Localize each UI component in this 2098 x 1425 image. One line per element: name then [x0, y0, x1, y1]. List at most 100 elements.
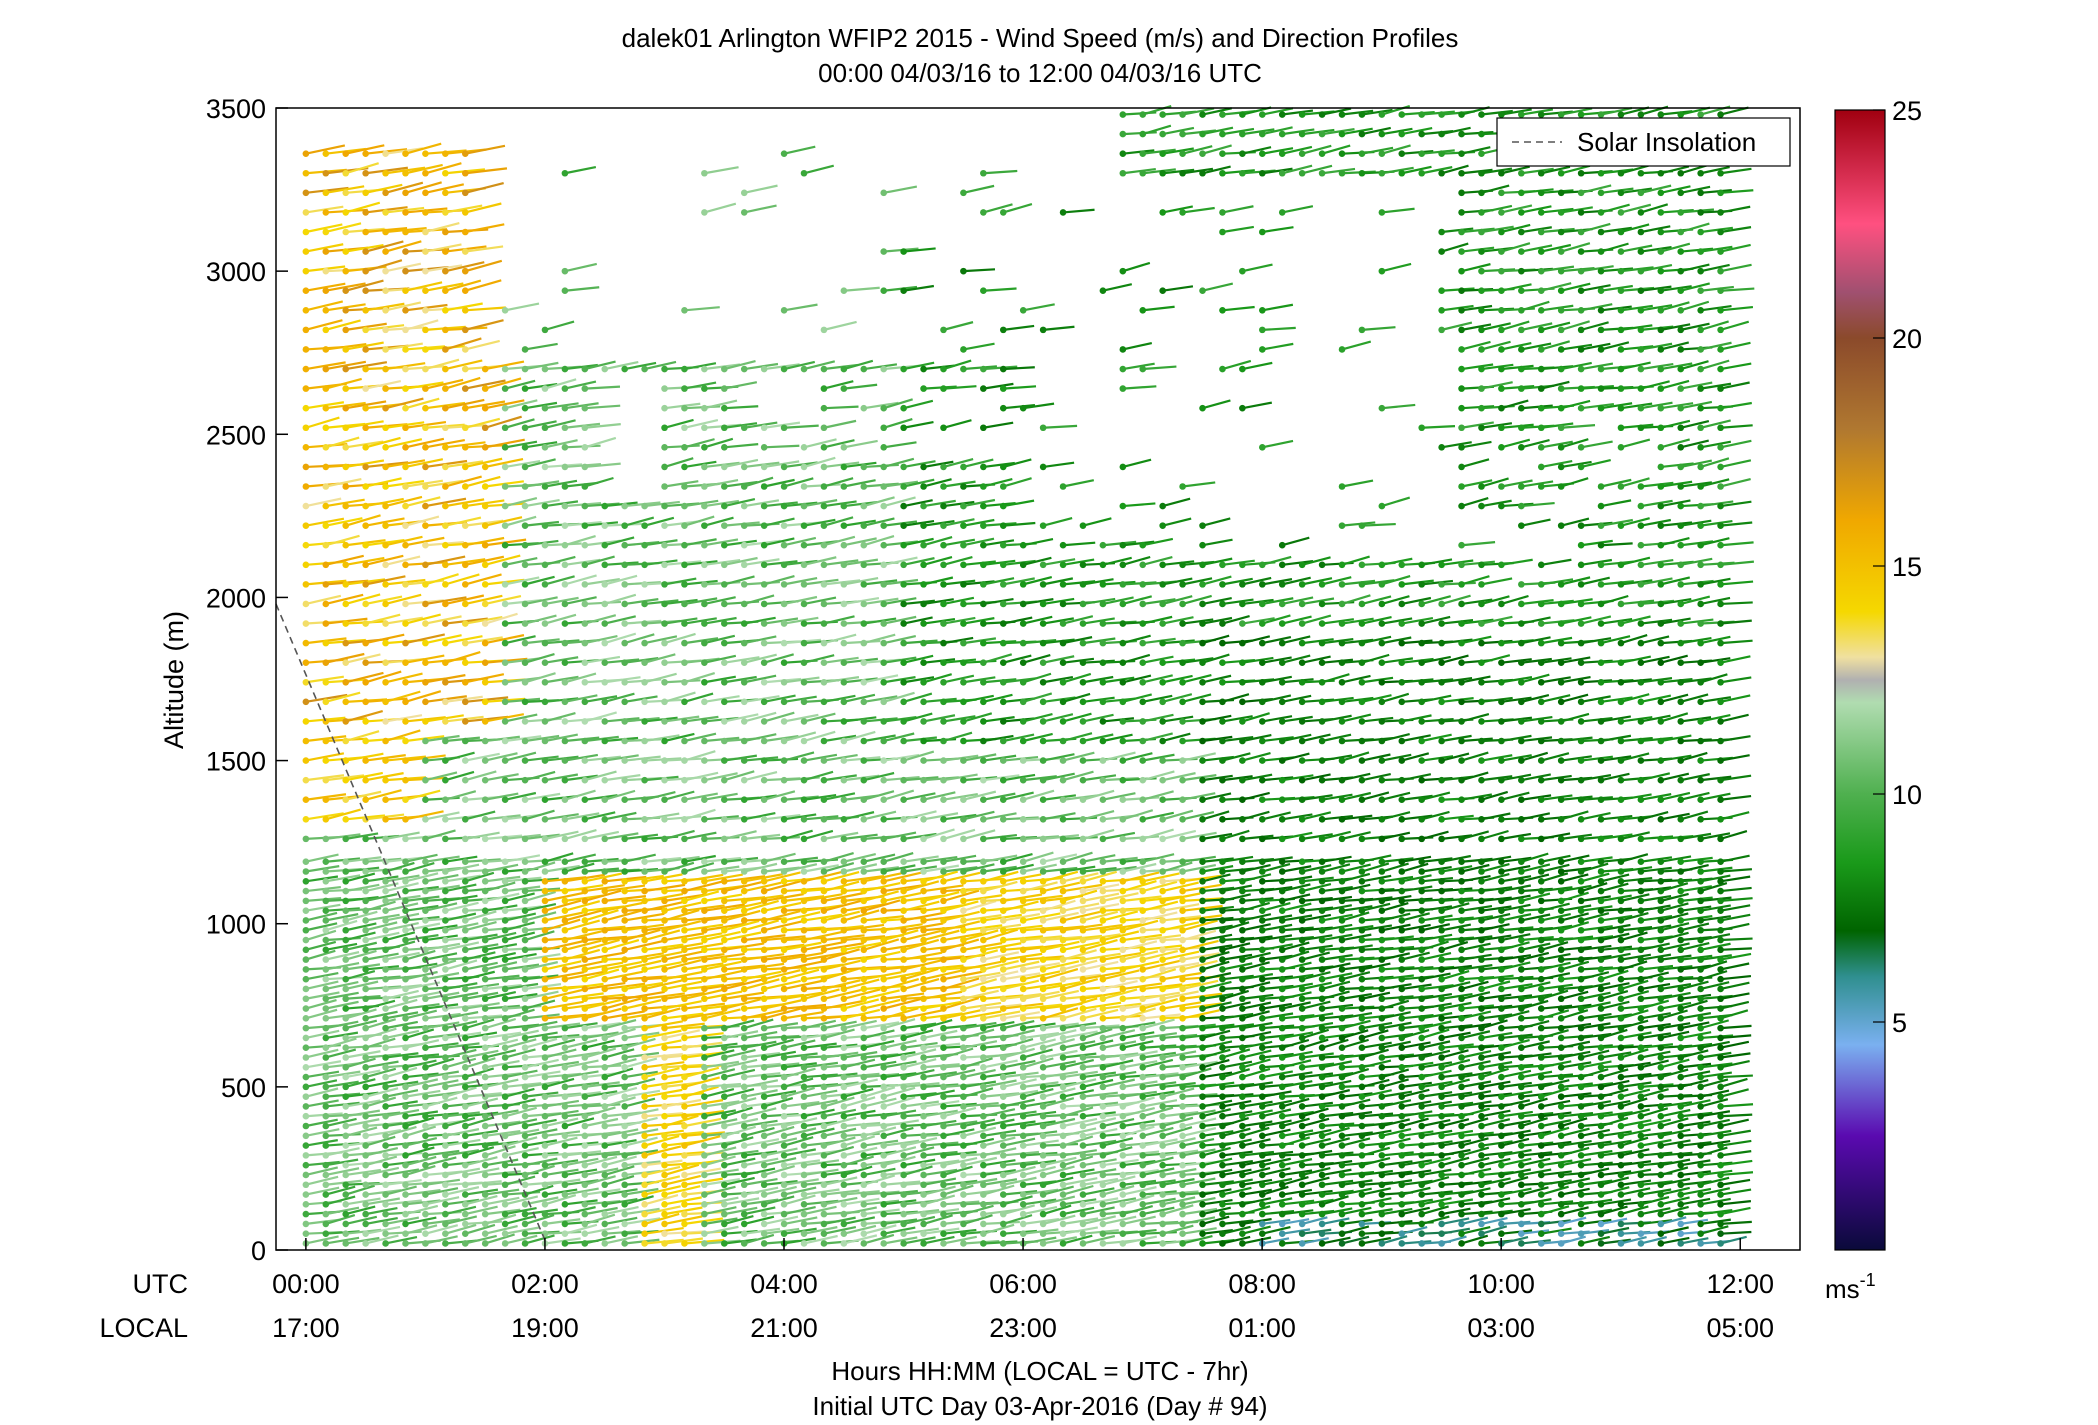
wind-barb-shaft — [385, 882, 419, 893]
wind-barb-point — [800, 1044, 808, 1052]
wind-barb-point — [681, 897, 688, 905]
wind-barb-point — [382, 639, 389, 647]
wind-barb-point — [442, 1034, 449, 1042]
wind-barb-point — [760, 502, 768, 510]
wind-barb-shaft — [624, 1077, 656, 1088]
wind-barb-shaft — [445, 1086, 477, 1098]
wind-barb-point — [581, 897, 589, 905]
wind-barb-point — [501, 887, 509, 895]
wind-barb-point — [382, 169, 389, 177]
wind-barb-point — [900, 985, 907, 993]
wind-barb-point — [780, 907, 788, 914]
wind-barb-point — [661, 424, 668, 432]
wind-barb-shaft — [843, 596, 880, 606]
wind-barb-shaft — [843, 1078, 878, 1088]
wind-barb-point — [442, 1201, 449, 1208]
wind-barb-point — [481, 737, 489, 745]
wind-barb-point — [422, 985, 429, 993]
wind-barb-point — [701, 502, 708, 510]
wind-barb-shaft — [684, 1085, 719, 1098]
wind-barb-shaft — [504, 993, 538, 1000]
wind-barb-shaft — [345, 1236, 380, 1245]
wind-barb-point — [661, 483, 668, 490]
wind-barb-point — [302, 956, 310, 963]
wind-barb-shaft — [564, 1081, 600, 1088]
wind-barb-shaft — [325, 942, 358, 951]
wind-barb-shaft — [504, 931, 536, 942]
wind-barb-point — [422, 1132, 429, 1140]
wind-barb-point — [322, 561, 330, 569]
wind-barb-point — [760, 1201, 768, 1208]
wind-barb-point — [322, 816, 330, 823]
wind-barb-point — [342, 1073, 350, 1081]
wind-barb-point — [302, 887, 310, 895]
wind-barb-point — [880, 659, 888, 666]
wind-barb-point — [740, 424, 748, 432]
wind-barb-point — [601, 1103, 609, 1110]
wind-barb-point — [701, 796, 708, 804]
wind-barb-point — [1039, 1230, 1047, 1237]
wind-barb-shaft — [644, 1029, 682, 1039]
wind-barb-shaft — [803, 164, 835, 175]
wind-barb-shaft — [584, 1225, 620, 1235]
wind-barb-point — [561, 877, 569, 885]
wind-barb-shaft — [923, 891, 960, 902]
wind-barb-point — [980, 639, 987, 647]
wind-barb-shaft — [425, 183, 465, 194]
wind-barb-point — [701, 1152, 708, 1159]
wind-barb-shaft — [584, 857, 619, 863]
wind-barb-shaft — [345, 1215, 378, 1225]
wind-barb-point — [1019, 1210, 1027, 1218]
wind-barb-point — [581, 483, 589, 490]
wind-barb-point — [322, 1220, 330, 1228]
wind-barb-point — [641, 1073, 648, 1081]
wind-barb-shaft — [325, 962, 360, 971]
wind-barb-point — [721, 678, 728, 686]
wind-barb-point — [382, 917, 389, 924]
wind-barb-point — [740, 1112, 748, 1120]
wind-barb-point — [900, 1240, 907, 1247]
wind-barb-point — [621, 1122, 628, 1130]
wind-barb-shaft — [365, 1018, 396, 1030]
wind-barb-point — [661, 887, 668, 895]
wind-barb-point — [940, 946, 947, 954]
wind-barb-shaft — [704, 675, 736, 684]
wind-barb-point — [621, 1201, 628, 1208]
wind-barb-shaft — [504, 1128, 540, 1137]
wind-barb-point — [940, 326, 947, 334]
wind-barb-shaft — [564, 1206, 596, 1216]
wind-barb-point — [402, 150, 409, 157]
wind-barb-shaft — [485, 1196, 520, 1206]
wind-barb-shaft — [704, 437, 734, 449]
wind-barb-point — [880, 541, 888, 549]
wind-barb-point — [840, 1044, 848, 1052]
wind-barb-shaft — [564, 596, 597, 606]
wind-barb-shaft — [365, 575, 406, 586]
wind-barb-shaft — [305, 243, 344, 253]
wind-barb-point — [820, 975, 828, 983]
wind-barb-point — [561, 1073, 569, 1081]
wind-barb-point — [302, 1191, 310, 1198]
wind-barb-point — [601, 620, 609, 627]
wind-barb-shaft — [903, 978, 940, 991]
wind-barb-point — [940, 385, 947, 392]
wind-barb-shaft — [783, 477, 814, 488]
wind-barb-shaft — [604, 1010, 645, 1020]
wind-barb-point — [880, 975, 888, 983]
wind-barb-point — [561, 966, 569, 973]
wind-barb-shaft — [704, 399, 738, 410]
wind-barb-shaft — [385, 1100, 418, 1108]
wind-barb-point — [900, 1201, 907, 1208]
wind-barb-point — [661, 877, 668, 885]
wind-barb-point — [521, 1240, 529, 1247]
wind-barb-point — [461, 1054, 469, 1061]
wind-barb-point — [322, 1034, 330, 1042]
wind-barb-shaft — [345, 1126, 378, 1137]
wind-barb-shaft — [325, 1236, 360, 1245]
wind-barb-point — [960, 995, 967, 1003]
wind-barb-shaft — [504, 1029, 539, 1039]
wind-barb-point — [820, 985, 828, 993]
wind-barb-point — [701, 463, 708, 471]
wind-barb-point — [860, 917, 868, 924]
wind-barb-point — [780, 835, 788, 843]
